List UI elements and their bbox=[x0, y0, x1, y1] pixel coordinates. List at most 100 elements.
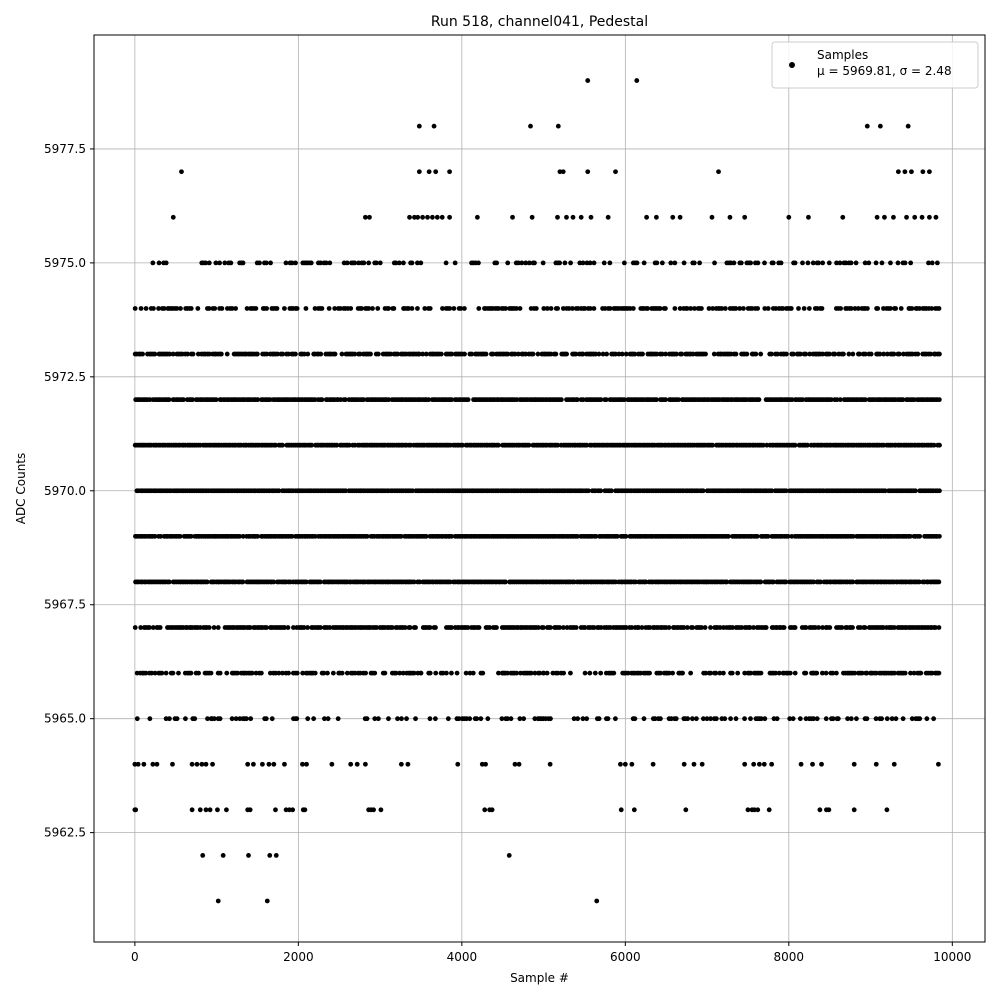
data-point bbox=[571, 716, 577, 722]
data-point bbox=[800, 260, 805, 266]
data-point bbox=[194, 761, 200, 767]
data-point bbox=[784, 351, 789, 357]
data-point bbox=[535, 625, 541, 630]
data-point bbox=[482, 807, 488, 813]
y-tick-label: 5975.0 bbox=[44, 256, 86, 270]
data-point bbox=[268, 260, 273, 266]
data-point bbox=[140, 351, 146, 357]
data-point bbox=[401, 260, 406, 266]
data-point bbox=[289, 533, 295, 539]
data-point bbox=[206, 625, 212, 630]
data-point bbox=[499, 716, 505, 722]
data-point bbox=[575, 533, 580, 539]
data-point bbox=[537, 670, 543, 676]
data-point bbox=[398, 533, 404, 539]
data-point bbox=[319, 306, 325, 311]
data-point bbox=[467, 716, 473, 722]
data-point bbox=[528, 670, 534, 676]
data-point bbox=[727, 214, 733, 220]
data-point bbox=[301, 351, 307, 357]
data-point bbox=[920, 169, 926, 175]
data-point bbox=[217, 260, 223, 266]
data-point bbox=[283, 260, 289, 266]
data-point bbox=[375, 716, 381, 722]
data-point bbox=[273, 853, 279, 858]
data-point bbox=[213, 397, 219, 403]
data-point bbox=[783, 579, 789, 585]
data-point bbox=[773, 670, 779, 676]
data-point bbox=[263, 716, 269, 722]
data-point bbox=[391, 306, 397, 311]
data-point bbox=[862, 625, 868, 630]
data-point bbox=[936, 761, 941, 767]
data-point bbox=[880, 625, 886, 630]
data-point bbox=[658, 670, 663, 676]
data-point bbox=[406, 306, 411, 311]
data-point bbox=[898, 306, 904, 311]
data-point bbox=[580, 397, 586, 403]
data-point bbox=[348, 761, 354, 767]
data-point bbox=[690, 625, 696, 630]
data-point bbox=[700, 488, 706, 494]
data-point bbox=[758, 351, 764, 357]
data-point bbox=[454, 670, 460, 676]
data-point bbox=[884, 351, 890, 357]
data-point bbox=[149, 670, 155, 676]
data-point bbox=[467, 670, 473, 676]
data-point bbox=[841, 351, 846, 357]
data-point bbox=[588, 214, 594, 220]
data-point bbox=[770, 579, 776, 585]
data-point bbox=[591, 625, 597, 630]
data-point bbox=[323, 260, 329, 266]
data-point bbox=[250, 761, 256, 767]
data-point bbox=[244, 306, 250, 311]
data-point bbox=[348, 306, 354, 311]
data-point bbox=[373, 260, 379, 266]
data-point bbox=[879, 260, 885, 266]
data-point bbox=[819, 670, 825, 676]
data-point bbox=[917, 716, 923, 722]
data-point bbox=[803, 670, 809, 676]
data-point bbox=[778, 260, 784, 266]
data-point bbox=[762, 306, 768, 311]
data-point bbox=[725, 533, 731, 539]
data-point bbox=[587, 670, 593, 676]
data-point bbox=[476, 306, 482, 311]
data-point bbox=[386, 397, 392, 403]
y-tick-label: 5962.5 bbox=[44, 826, 86, 840]
data-point bbox=[247, 625, 253, 630]
data-point bbox=[893, 716, 899, 722]
data-point bbox=[758, 670, 764, 676]
data-point bbox=[832, 351, 838, 357]
data-point bbox=[814, 716, 820, 722]
data-point bbox=[578, 214, 584, 220]
data-point bbox=[596, 716, 602, 722]
data-point bbox=[370, 306, 375, 311]
data-point bbox=[623, 625, 629, 630]
data-point bbox=[465, 397, 471, 403]
data-point bbox=[300, 670, 306, 676]
data-point bbox=[733, 306, 739, 311]
data-point bbox=[294, 716, 300, 722]
data-point bbox=[458, 306, 464, 311]
data-point bbox=[798, 761, 804, 767]
data-point bbox=[769, 761, 775, 767]
data-point bbox=[443, 260, 449, 266]
data-point bbox=[378, 807, 384, 813]
data-point bbox=[544, 670, 550, 676]
data-point bbox=[544, 306, 550, 311]
data-point bbox=[190, 397, 195, 403]
data-point bbox=[717, 625, 723, 630]
data-point bbox=[240, 579, 246, 585]
data-point bbox=[751, 625, 756, 630]
data-point bbox=[712, 260, 717, 266]
data-point bbox=[170, 351, 176, 357]
data-point bbox=[218, 351, 224, 357]
data-point bbox=[337, 306, 343, 311]
data-point bbox=[478, 716, 484, 722]
data-points bbox=[132, 78, 942, 904]
data-point bbox=[884, 716, 890, 722]
data-point bbox=[644, 214, 649, 220]
data-point bbox=[303, 306, 309, 311]
data-point bbox=[271, 761, 277, 767]
